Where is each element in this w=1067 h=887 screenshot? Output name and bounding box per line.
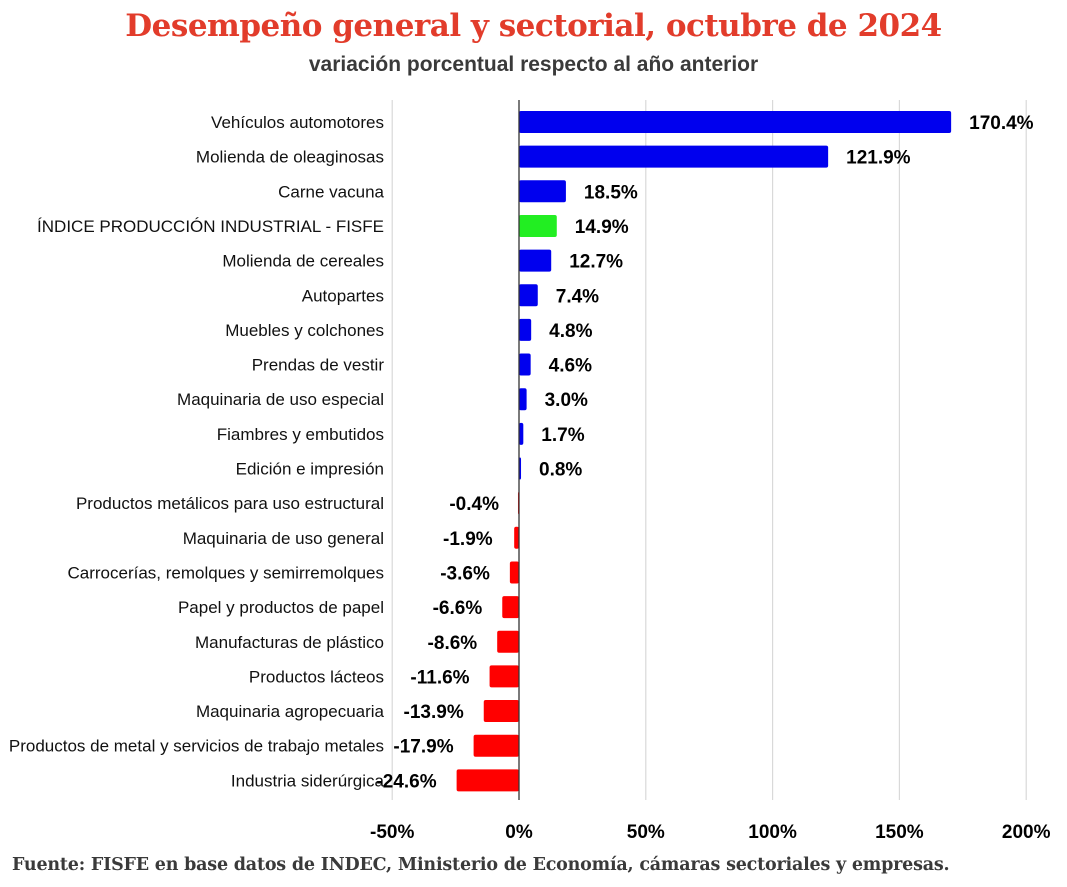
category-label: Carrocerías, remolques y semirremolques [68, 563, 385, 582]
bar [519, 145, 829, 168]
category-label: Molienda de cereales [222, 252, 384, 271]
bar [519, 318, 532, 341]
bar [456, 769, 519, 792]
value-label: 12.7% [569, 252, 623, 273]
category-label: Papel y productos de papel [178, 598, 384, 617]
value-label: 0.8% [539, 460, 582, 481]
bar [509, 561, 519, 584]
x-tick-label: -50% [370, 822, 414, 843]
category-label: Edición e impresión [236, 460, 384, 479]
bar [519, 249, 552, 272]
source-note: Fuente: FISFE en base datos de INDEC, Mi… [12, 855, 950, 875]
bar [483, 700, 519, 723]
value-label: 170.4% [969, 113, 1034, 134]
bar [519, 353, 531, 376]
bar [489, 665, 519, 688]
x-tick-label: 0% [505, 822, 533, 843]
bar [502, 596, 519, 619]
value-label: 1.7% [541, 425, 584, 446]
x-tick-label: 200% [1002, 822, 1051, 843]
category-label: Industria siderúrgica [231, 771, 385, 790]
category-label: Molienda de oleaginosas [196, 148, 384, 167]
value-label: -1.9% [443, 529, 493, 550]
category-label: Autopartes [302, 286, 384, 305]
category-label: Productos de metal y servicios de trabaj… [9, 737, 384, 756]
x-tick-label: 50% [627, 822, 665, 843]
value-label: -3.6% [440, 563, 490, 584]
category-label: Maquinaria agropecuaria [196, 702, 385, 721]
value-label: 14.9% [575, 217, 629, 238]
category-label: Prendas de vestir [252, 356, 385, 375]
value-label: 18.5% [584, 182, 638, 203]
bar [519, 284, 538, 307]
value-label: -6.6% [433, 598, 483, 619]
value-label: 121.9% [846, 148, 911, 169]
category-labels: Vehículos automotores Molienda de oleagin… [9, 113, 385, 790]
category-label: Vehículos automotores [211, 113, 384, 132]
x-tick-label: 150% [875, 822, 924, 843]
value-label: 7.4% [556, 286, 599, 307]
bar [519, 111, 952, 133]
value-label: -8.6% [428, 633, 478, 654]
chart-subtitle: variación porcentual respecto al año ant… [308, 53, 759, 76]
category-label: ÍNDICE PRODUCCIÓN INDUSTRIAL - FISFE [37, 217, 384, 236]
x-tick-labels: -50% 0% 50% 100% 150% 200% [370, 822, 1051, 843]
category-label: Muebles y colchones [225, 321, 384, 340]
bar [519, 180, 566, 203]
category-label: Fiambres y embutidos [217, 425, 384, 444]
category-label: Manufacturas de plástico [195, 633, 384, 652]
category-label: Maquinaria de uso general [183, 529, 384, 548]
chart-title: Desempeño general y sectorial, octubre d… [125, 8, 942, 44]
category-label: Maquinaria de uso especial [177, 390, 384, 409]
category-label: Productos metálicos para uso estructural [76, 494, 384, 513]
value-label: 4.8% [549, 321, 592, 342]
bar [519, 422, 524, 445]
value-label: -17.9% [393, 737, 453, 758]
value-label: 3.0% [545, 390, 588, 411]
value-label: -13.9% [404, 702, 464, 723]
bars [456, 111, 952, 792]
x-tick-label: 100% [748, 822, 797, 843]
value-label: -0.4% [449, 494, 499, 515]
category-label: Carne vacuna [278, 182, 384, 201]
bar [514, 526, 519, 549]
value-label: 4.6% [549, 356, 592, 377]
category-label: Productos lácteos [249, 667, 384, 686]
bar [497, 630, 519, 653]
value-labels: 170.4% 121.9% 18.5% 14.9% 12.7% 7.4% 4.8% 4.6% 3… [376, 113, 1033, 792]
bar [473, 734, 519, 757]
gridlines [391, 100, 1027, 800]
value-label: -11.6% [410, 667, 469, 688]
value-label: -24.6% [376, 771, 436, 792]
bar [519, 388, 527, 411]
bar-index [519, 214, 557, 237]
